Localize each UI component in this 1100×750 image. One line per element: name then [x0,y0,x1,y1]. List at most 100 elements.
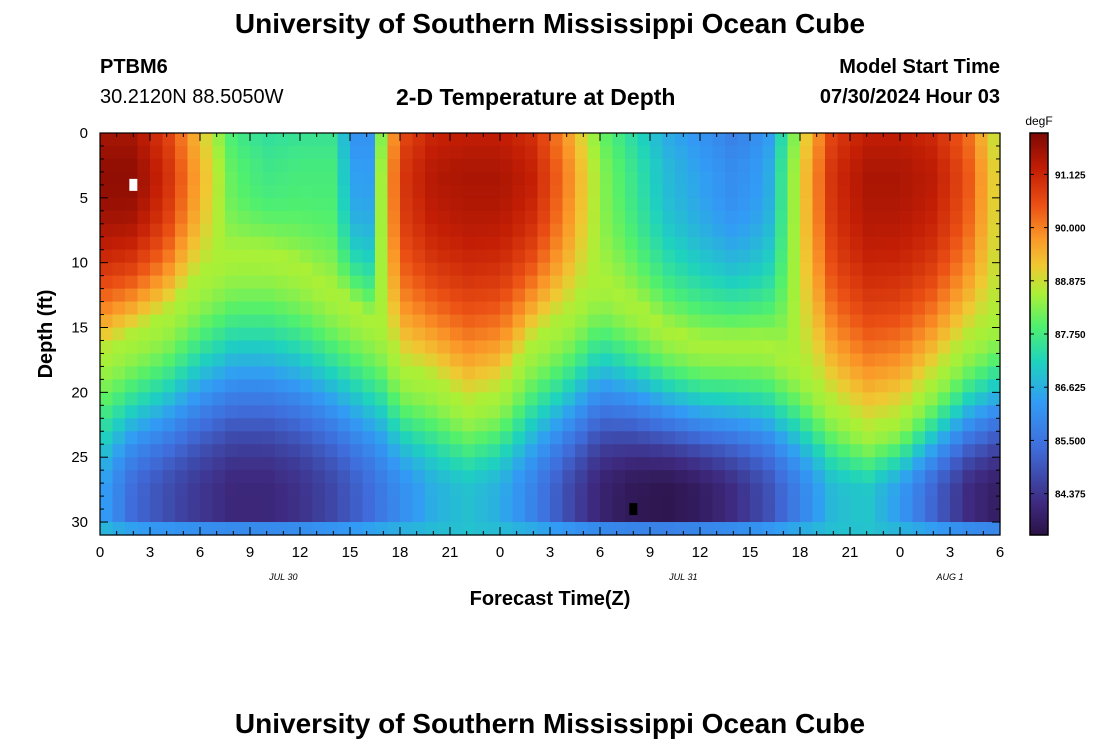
heatmap-cell [487,327,501,342]
heatmap-cell [600,184,614,199]
heatmap-cell [725,405,739,419]
heatmap-cell [625,197,639,212]
heatmap-cell [250,418,264,432]
heatmap-cell [675,353,689,368]
heatmap-cell [850,236,864,251]
heatmap-cell [962,288,976,303]
heatmap-cell [150,288,164,303]
heatmap-cell [537,275,551,290]
heatmap-cell [375,197,389,212]
heatmap-cell [662,444,676,458]
heatmap-cell [912,379,926,393]
heatmap-cell [712,353,726,368]
heatmap-cell [637,236,651,251]
heatmap-cell [787,327,801,342]
heatmap-cell [937,197,951,212]
heatmap-cell [787,522,801,536]
heatmap-cell [350,496,364,510]
heatmap-cell [450,301,464,316]
heatmap-cell [787,340,801,355]
heatmap-cell [125,262,139,277]
heatmap-cell [550,366,564,380]
heatmap-cell [112,210,126,225]
heatmap-cell [250,301,264,316]
heatmap-cell [762,392,776,406]
heatmap-cell [800,444,814,458]
heatmap-cell [587,366,601,380]
heatmap-cell [925,353,939,368]
heatmap-cell [125,288,139,303]
heatmap-cell [300,288,314,303]
heatmap-cell [125,210,139,225]
heatmap-cell [500,171,514,186]
heatmap-cell [475,314,489,329]
heatmap-cell [650,340,664,355]
heatmap-cell [725,184,739,199]
heatmap-cell [612,327,626,342]
heatmap-cell [512,301,526,316]
heatmap-cell [862,236,876,251]
heatmap-cell [175,184,189,199]
heatmap-cell [375,457,389,471]
heatmap-cell [650,210,664,225]
heatmap-cell [687,210,701,225]
heatmap-cell [625,431,639,445]
heatmap-cell [187,431,201,445]
heatmap-cell [487,431,501,445]
heatmap-cell [237,171,251,186]
heatmap-cell [262,392,276,406]
heatmap-cell [875,133,889,147]
heatmap-cell [912,262,926,277]
heatmap-cell [962,327,976,342]
heatmap-cell [425,392,439,406]
heatmap-cell [825,184,839,199]
heatmap-cell [837,223,851,238]
heatmap-cell [262,275,276,290]
heatmap-cell [687,496,701,510]
heatmap-cell [725,522,739,536]
heatmap-cell [987,353,1001,368]
heatmap-cell [687,353,701,368]
heatmap-cell [637,483,651,497]
heatmap-cell [137,366,151,380]
heatmap-cell [125,158,139,173]
heatmap-cell [337,236,351,251]
heatmap-cell [825,197,839,212]
heatmap-cell [125,379,139,393]
heatmap-cell [100,509,114,523]
heatmap-cell [662,366,676,380]
heatmap-cell [837,379,851,393]
heatmap-cell [700,249,714,264]
heatmap-cell [637,133,651,147]
heatmap-cell [150,522,164,536]
heatmap-cell [337,405,351,419]
heatmap-cell [462,223,476,238]
heatmap-cell [450,197,464,212]
heatmap-cell [912,301,926,316]
heatmap-cell [800,236,814,251]
heatmap-cell [500,470,514,484]
heatmap-cell [400,262,414,277]
heatmap-cell [812,405,826,419]
heatmap-cell [837,133,851,147]
heatmap-cell [325,509,339,523]
heatmap-cell [562,366,576,380]
heatmap-cell [400,353,414,368]
heatmap-cell [762,145,776,160]
heatmap-cell [775,431,789,445]
heatmap-cell [300,509,314,523]
heatmap-cell [762,496,776,510]
heatmap-cell [837,301,851,316]
heatmap-cell [362,262,376,277]
heatmap-cell [675,379,689,393]
heatmap-cell [975,197,989,212]
heatmap-cell [550,145,564,160]
heatmap-cell [650,496,664,510]
heatmap-cell [187,340,201,355]
heatmap-cell [937,236,951,251]
heatmap-cell [525,327,539,342]
heatmap-cell [800,353,814,368]
heatmap-cell [100,249,114,264]
heatmap-cell [950,418,964,432]
